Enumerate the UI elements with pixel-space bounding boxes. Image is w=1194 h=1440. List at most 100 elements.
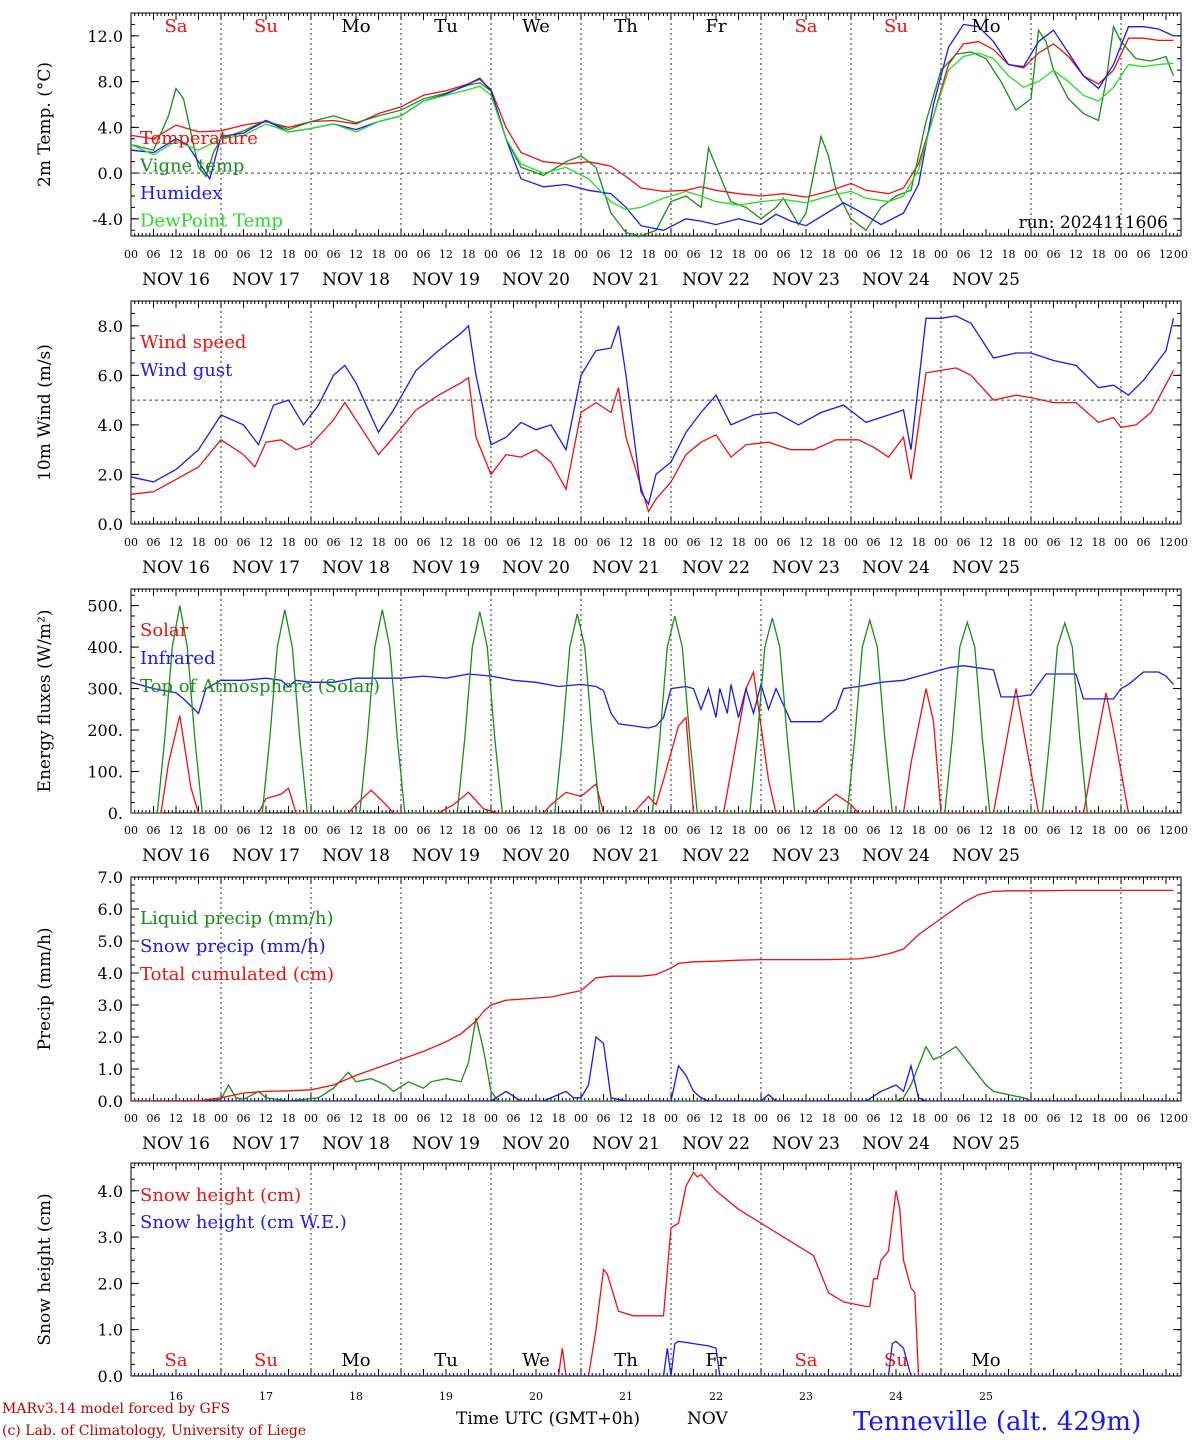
hour-label: 12 (799, 824, 813, 837)
hour-label: 06 (777, 536, 791, 549)
hour-label: 12 (889, 536, 903, 549)
y-tick-label: 100. (87, 763, 123, 782)
hour-label: 12 (1159, 824, 1173, 837)
hour-label: 00 (574, 248, 588, 261)
day-name: Mo (971, 1350, 1000, 1371)
hour-label: 06 (687, 248, 701, 261)
day-name: We (522, 1350, 550, 1371)
hour-label: 06 (867, 248, 881, 261)
hour-label: 06 (957, 536, 971, 549)
y-tick-label: 7.0 (98, 868, 123, 887)
date-label: NOV 20 (502, 846, 570, 866)
hour-label: 00 (394, 248, 408, 261)
y-tick-label: 3.0 (98, 996, 123, 1015)
day-name: Mo (971, 16, 1000, 37)
hour-label: 06 (867, 536, 881, 549)
x-axis-title: Time UTC (GMT+0h) (456, 1409, 640, 1429)
hour-label: 18 (282, 1112, 296, 1125)
date-label: NOV 17 (232, 846, 300, 866)
date-label: NOV 25 (952, 1134, 1020, 1154)
hour-label: 12 (439, 248, 453, 261)
hour-label: 12 (1069, 1112, 1083, 1125)
day-name: Sa (164, 1350, 187, 1371)
series-line-temperature (131, 37, 1174, 198)
hour-label: 12 (709, 248, 723, 261)
hour-label: 00 (574, 536, 588, 549)
hour-label: 12 (169, 248, 183, 261)
date-label: NOV 21 (592, 1134, 660, 1154)
date-label: NOV 17 (232, 270, 300, 290)
hour-label: 06 (687, 1112, 701, 1125)
hour-label: 18 (552, 536, 566, 549)
hour-label: 18 (1092, 248, 1106, 261)
hour-label: 18 (912, 824, 926, 837)
hour-label: 06 (1047, 824, 1061, 837)
hour-label: 06 (1047, 536, 1061, 549)
series-line-wind-gust (131, 315, 1175, 506)
series-line-total-cumulated-cm- (131, 889, 1174, 1101)
hour-label: 18 (192, 1112, 206, 1125)
hour-label: 12 (1159, 536, 1173, 549)
hour-label: 06 (1047, 1112, 1061, 1125)
hour-label: 12 (619, 1112, 633, 1125)
hour-label: 18 (822, 1112, 836, 1125)
hour-label: 18 (732, 824, 746, 837)
hour-label: 18 (192, 824, 206, 837)
y-axis-label: 10m Wind (m/s) (35, 344, 55, 481)
panel-2: 0.0 2.0 4.0 6.0 8.0 10m Wind (m/s) Wind speed W… (35, 300, 1188, 578)
hour-label: 18 (912, 536, 926, 549)
hour-label: 18 (462, 824, 476, 837)
hour-label: 06 (147, 248, 161, 261)
hour-label: 06 (327, 248, 341, 261)
hour-label: 00 (1114, 1112, 1128, 1125)
hour-label: 06 (507, 1112, 521, 1125)
hour-label: 18 (282, 536, 296, 549)
hour-label: 00 (124, 1112, 138, 1125)
hour-label: 12 (979, 824, 993, 837)
legend-entry: Wind speed (140, 332, 246, 353)
panel-1: -4.0 0.0 4.0 8.0 12.0 2m Temp. (°C) Temperatur… (35, 12, 1188, 290)
y-tick-label: 1.0 (98, 1321, 123, 1340)
hour-label: 12 (979, 1112, 993, 1125)
hour-label: 06 (957, 824, 971, 837)
hour-label: 06 (1137, 248, 1151, 261)
hour-label: 06 (417, 248, 431, 261)
hour-label: 06 (777, 248, 791, 261)
date-label: NOV 22 (682, 846, 750, 866)
hour-label: 00 (214, 536, 228, 549)
hour-label: 12 (709, 1112, 723, 1125)
hour-label: 12 (979, 536, 993, 549)
date-label: NOV 18 (322, 1134, 390, 1154)
date-label: NOV 19 (412, 558, 480, 578)
date-label: NOV 22 (682, 558, 750, 578)
date-label: NOV 19 (412, 1134, 480, 1154)
hour-label: 18 (912, 248, 926, 261)
hour-label: 06 (147, 536, 161, 549)
hour-label: 00 (1024, 1112, 1038, 1125)
legend-entry: Temperature (140, 128, 258, 149)
hour-label: 18 (642, 1112, 656, 1125)
hour-label: 18 (642, 248, 656, 261)
y-tick-label: 400. (87, 638, 123, 657)
y-tick-label: 300. (87, 680, 123, 699)
footer: MARv3.14 model forced by GFS (c) Lab. of… (2, 1401, 1141, 1439)
date-label: NOV 16 (142, 270, 210, 290)
hour-label: 06 (237, 248, 251, 261)
hour-label: 12 (1159, 1112, 1173, 1125)
day-name: We (522, 16, 550, 37)
hour-label: 00 (124, 824, 138, 837)
hour-label: 00 (934, 248, 948, 261)
hour-label: 12 (1069, 824, 1083, 837)
hour-label: 18 (372, 1112, 386, 1125)
y-tick-label: 1.0 (98, 1060, 123, 1079)
series-line-liquid-precip-mm-h- (131, 1017, 1174, 1101)
hour-label: 06 (597, 1112, 611, 1125)
hour-label: 18 (552, 248, 566, 261)
hour-label: 00 (574, 824, 588, 837)
date-label: NOV 20 (502, 270, 570, 290)
hour-label: 00 (754, 824, 768, 837)
hour-label: 18 (1002, 248, 1016, 261)
hour-label: 00 (754, 1112, 768, 1125)
day-number: 23 (799, 1390, 813, 1403)
